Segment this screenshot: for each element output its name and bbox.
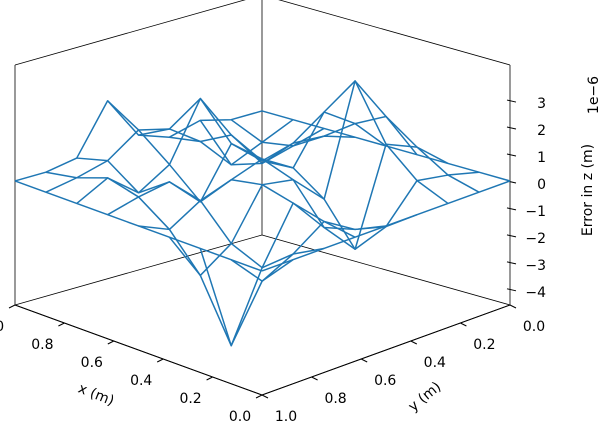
y-tick-label: 0.0 bbox=[523, 319, 545, 335]
y-tick-label: 1.0 bbox=[275, 409, 297, 425]
wire bbox=[138, 97, 387, 231]
y-tick bbox=[311, 376, 318, 381]
wire bbox=[261, 110, 511, 182]
y-axis-label: y (m) bbox=[406, 379, 445, 415]
box-edge bbox=[14, 234, 263, 306]
z-tick-label: 1 bbox=[537, 150, 546, 166]
z-tick-label: −1 bbox=[525, 204, 546, 220]
z-tick bbox=[506, 234, 517, 238]
z-axis-label: Error in z (m) bbox=[580, 144, 596, 236]
wire bbox=[14, 180, 263, 272]
x-tick bbox=[156, 358, 164, 363]
wire bbox=[45, 171, 294, 347]
y-tick bbox=[509, 304, 517, 309]
y-tick-label: 0.8 bbox=[324, 391, 346, 407]
z-tick-label: −3 bbox=[525, 258, 546, 274]
z-tick bbox=[506, 207, 517, 211]
wire bbox=[169, 134, 418, 251]
wire bbox=[76, 157, 325, 269]
wire bbox=[107, 100, 356, 238]
z-tick-label: 0 bbox=[537, 177, 546, 193]
x-tick bbox=[255, 394, 263, 399]
z-tick bbox=[506, 126, 517, 130]
wire bbox=[199, 80, 449, 205]
x-axis-label: x (m) bbox=[76, 381, 117, 410]
y-tick-label: 0.4 bbox=[424, 355, 446, 371]
z-tick-label: 2 bbox=[537, 123, 546, 139]
z-tick-label: −4 bbox=[525, 285, 546, 301]
x-tick-label: 0.2 bbox=[179, 391, 201, 407]
z-tick bbox=[506, 288, 517, 292]
x-tick bbox=[8, 304, 16, 309]
x-tick bbox=[58, 322, 65, 327]
wire bbox=[14, 100, 263, 182]
z-tick bbox=[506, 261, 517, 265]
wire bbox=[76, 97, 325, 205]
x-tick-label: 0.6 bbox=[81, 355, 103, 371]
z-tick-label: 3 bbox=[537, 96, 546, 112]
z-tick bbox=[506, 99, 517, 103]
box-edge bbox=[14, 304, 263, 396]
z-tick-label: −2 bbox=[525, 231, 546, 247]
wire bbox=[230, 115, 480, 193]
y-tick bbox=[261, 394, 269, 399]
wire bbox=[168, 80, 418, 277]
x-tick-label: 0.0 bbox=[229, 409, 251, 425]
y-tick bbox=[410, 340, 418, 345]
x-tick bbox=[206, 376, 213, 381]
y-tick-label: 0.2 bbox=[473, 337, 495, 353]
y-tick-label: 0.6 bbox=[374, 373, 396, 389]
x-tick bbox=[107, 340, 115, 345]
box-edge bbox=[261, 304, 511, 396]
x-tick-label: 0.8 bbox=[31, 337, 53, 353]
box-edge bbox=[261, 234, 511, 306]
box-edge bbox=[278, 0, 511, 66]
x-tick-label: 0.4 bbox=[130, 373, 152, 389]
y-tick bbox=[460, 322, 467, 327]
y-tick bbox=[360, 358, 368, 363]
z-tick bbox=[506, 153, 517, 157]
box-edge bbox=[14, 0, 246, 66]
x-tick-label: 1.0 bbox=[0, 319, 4, 335]
z-offset-label: 1e−6 bbox=[586, 76, 602, 114]
